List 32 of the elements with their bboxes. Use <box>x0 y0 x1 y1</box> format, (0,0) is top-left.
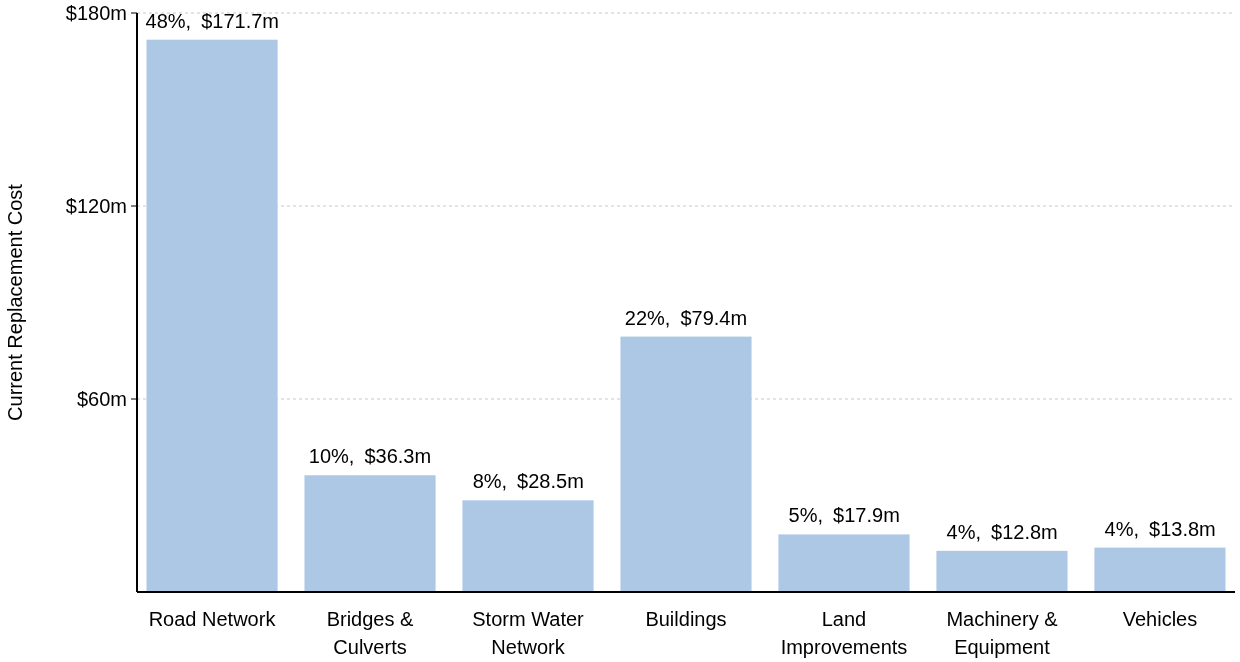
x-tick-label: Road Network <box>148 608 277 630</box>
x-tick-label: Machinery & Equipment <box>946 608 1059 658</box>
data-label: $13.8m <box>1149 517 1216 540</box>
data-label: $79.4m <box>680 306 748 329</box>
x-tick-label: Storm Water Network <box>472 608 585 658</box>
bar <box>936 550 1068 592</box>
y-tick-label: $120m <box>65 195 127 217</box>
x-tick-label: Bridges & Culverts <box>326 608 415 658</box>
data-label: $36.3m <box>364 445 432 468</box>
bar <box>778 534 910 592</box>
bar <box>620 336 752 592</box>
annotation: 22%, <box>624 306 671 329</box>
data-label: $17.9m <box>833 504 900 527</box>
y-tick-label: $60m <box>76 388 127 410</box>
annotation: 48%, <box>145 9 192 32</box>
data-label: $12.8m <box>991 520 1058 543</box>
bar <box>146 39 278 592</box>
data-label: $28.5m <box>517 470 584 493</box>
annotation: 5%, <box>788 504 824 527</box>
bar <box>304 475 436 592</box>
annotation: 4%, <box>1104 517 1140 540</box>
data-label: $171.7m <box>201 9 279 32</box>
bar <box>462 500 594 592</box>
bar <box>1094 547 1226 592</box>
annotation: 8%, <box>472 470 508 493</box>
x-tick-label: Vehicles <box>1122 608 1198 630</box>
x-tick-label: Land Improvements <box>780 608 908 658</box>
x-tick-label: Buildings <box>645 608 727 630</box>
annotation: 4%, <box>946 520 982 543</box>
annotation: 10%, <box>308 445 355 468</box>
y-tick-label: $180m <box>65 2 127 24</box>
y-axis-title: Current Replacement Cost <box>4 183 26 421</box>
